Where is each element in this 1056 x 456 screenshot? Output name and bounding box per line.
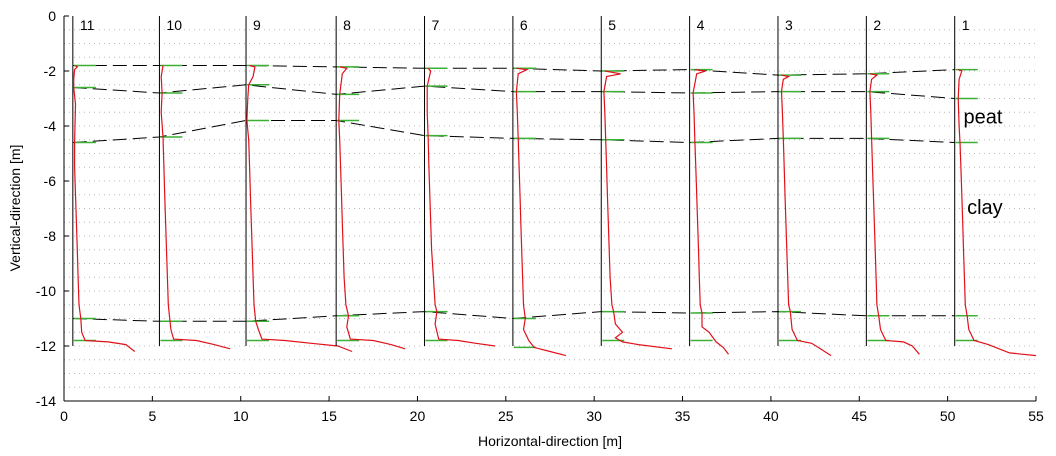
- y-tick-label: 0: [48, 8, 56, 24]
- profile-6: 6: [512, 16, 567, 357]
- profile-label: 5: [608, 17, 616, 33]
- profile-curve: [515, 67, 567, 357]
- y-tick-label: -2: [44, 63, 57, 79]
- profile-label: 7: [432, 17, 440, 33]
- profile-curve: [603, 70, 672, 350]
- profile-curve: [73, 64, 136, 352]
- x-tick-label: 40: [763, 408, 779, 424]
- layer-annotation-peat: peat: [964, 106, 1003, 128]
- layer-boundary-line: [72, 65, 955, 76]
- profile-11: 11: [72, 16, 136, 352]
- profile-curve: [160, 65, 231, 350]
- x-tick-label: 45: [851, 408, 867, 424]
- profile-curve: [426, 67, 496, 347]
- tick-labels: 0 5 10 15 20 25 30 35 40 45 50 550-2-4-6-8-10-12-14: [36, 8, 1044, 424]
- x-tick-label: 35: [675, 408, 691, 424]
- grid: [64, 29, 1036, 388]
- x-tick-label: 30: [586, 408, 602, 424]
- cpt-profiles: 11 10 9 8 7 6 5 4 3 2 1: [72, 16, 1037, 357]
- profile-curve: [338, 66, 406, 350]
- axes: [63, 16, 1036, 402]
- x-tick-label: 50: [940, 408, 956, 424]
- profile-label: 2: [873, 17, 881, 33]
- y-tick-label: -14: [36, 393, 56, 409]
- x-tick-label: 10: [233, 408, 249, 424]
- profile-curve: [957, 69, 1037, 357]
- profile-5: 5: [600, 16, 672, 350]
- profile-curve: [246, 64, 353, 353]
- x-tick-label: 20: [410, 408, 426, 424]
- y-tick-label: -10: [36, 283, 56, 299]
- profile-1: 1: [954, 16, 1037, 357]
- profile-2: 2: [865, 16, 920, 355]
- profile-curve: [692, 69, 729, 355]
- y-tick-label: -4: [44, 118, 57, 134]
- profile-label: 8: [343, 17, 351, 33]
- profile-label: 11: [80, 17, 95, 33]
- y-tick-label: -6: [44, 173, 57, 189]
- profile-7: 7: [424, 16, 496, 347]
- x-tick-label: 25: [498, 408, 514, 424]
- profile-label: 9: [253, 17, 261, 33]
- profile-8: 8: [335, 16, 406, 350]
- profile-label: 3: [785, 17, 793, 33]
- annotations: peat clay: [964, 106, 1003, 219]
- profile-10: 10: [158, 16, 231, 350]
- profile-curve: [780, 74, 832, 357]
- x-tick-label: 5: [148, 408, 156, 424]
- layer-boundary-line: [72, 311, 955, 322]
- layer-boundary-line: [72, 120, 955, 144]
- profile-9: 9: [245, 16, 353, 353]
- x-axis-title: Horizontal-direction [m]: [478, 433, 622, 449]
- y-tick-label: -8: [44, 228, 57, 244]
- profile-3: 3: [777, 16, 832, 357]
- y-axis-title: Vertical-direction [m]: [7, 145, 23, 272]
- x-tick-label: 55: [1028, 408, 1044, 424]
- profile-label: 6: [520, 17, 528, 33]
- profile-label: 10: [166, 17, 182, 33]
- profile-curve: [869, 73, 920, 355]
- profile-label: 4: [697, 17, 705, 33]
- x-tick-label: 15: [321, 408, 337, 424]
- profile-4: 4: [689, 16, 729, 355]
- x-tick-label: 0: [60, 408, 68, 424]
- layer-annotation-clay: clay: [967, 197, 1003, 219]
- y-tick-label: -12: [36, 338, 56, 354]
- layer-boundary-line: [72, 84, 955, 99]
- profile-label: 1: [962, 17, 970, 33]
- layer-boundaries: [72, 65, 955, 322]
